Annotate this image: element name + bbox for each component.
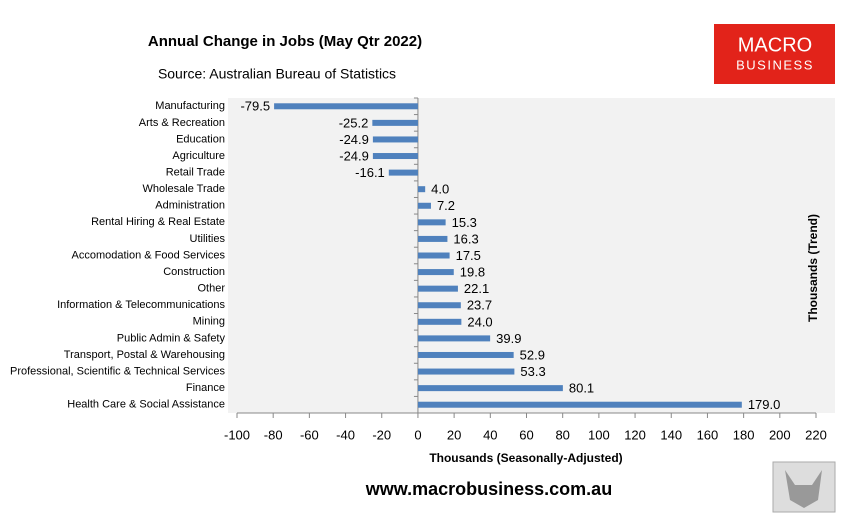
- bar: [417, 318, 462, 325]
- y-tick-label: Accomodation & Food Services: [72, 249, 226, 261]
- bar: [274, 103, 418, 110]
- y-tick-label: Arts & Recreation: [139, 117, 225, 129]
- data-label: 7.2: [437, 198, 455, 213]
- y-axis-label: Thousands (Trend): [806, 214, 820, 322]
- x-tick-label: -80: [264, 427, 283, 442]
- data-label: 179.0: [748, 397, 781, 412]
- data-label: 24.0: [467, 314, 492, 329]
- y-tick-label: Wholesale Trade: [142, 183, 225, 195]
- data-label: 17.5: [456, 248, 481, 263]
- x-tick-label: 40: [483, 427, 497, 442]
- wolf-icon: [785, 470, 822, 508]
- y-tick-label: Construction: [163, 266, 225, 278]
- bar: [417, 401, 742, 408]
- data-label: 23.7: [467, 298, 492, 313]
- x-tick-label: -20: [372, 427, 391, 442]
- data-label: -79.5: [240, 99, 270, 114]
- y-tick-label: Transport, Postal & Warehousing: [64, 349, 225, 361]
- x-tick-label: 140: [660, 427, 682, 442]
- bar: [417, 285, 458, 292]
- x-tick-label: 80: [555, 427, 569, 442]
- x-tick-label: 180: [733, 427, 755, 442]
- data-label: 19.8: [460, 265, 485, 280]
- x-tick-label: 220: [805, 427, 827, 442]
- bar: [417, 202, 431, 209]
- x-tick-label: 160: [697, 427, 719, 442]
- y-tick-label: Education: [176, 133, 225, 145]
- data-label: 53.3: [520, 364, 545, 379]
- data-label: -25.2: [339, 115, 369, 130]
- bar: [417, 219, 446, 226]
- y-tick-label: Mining: [193, 316, 225, 328]
- bar: [417, 302, 461, 309]
- chart-subtitle: Source: Australian Bureau of Statistics: [158, 66, 396, 82]
- x-tick-label: -40: [336, 427, 355, 442]
- y-tick-label: Retail Trade: [166, 167, 225, 179]
- bar: [417, 385, 563, 392]
- x-tick-label: 20: [447, 427, 461, 442]
- data-label: -24.9: [339, 148, 369, 163]
- bar: [417, 351, 514, 358]
- bar: [372, 153, 418, 160]
- x-tick-label: 100: [588, 427, 610, 442]
- y-tick-label: Manufacturing: [155, 100, 225, 112]
- y-tick-label: Health Care & Social Assistance: [67, 399, 225, 411]
- bar: [417, 235, 448, 242]
- y-tick-label: Finance: [186, 382, 225, 394]
- x-tick-label: 120: [624, 427, 646, 442]
- bar: [417, 252, 450, 259]
- x-tick-label: -60: [300, 427, 319, 442]
- data-label: 15.3: [452, 215, 477, 230]
- x-axis-label: Thousands (Seasonally-Adjusted): [429, 451, 622, 465]
- bar: [417, 368, 515, 375]
- y-tick-label: Public Admin & Safety: [117, 332, 226, 344]
- bar: [388, 169, 418, 176]
- data-label: 39.9: [496, 331, 521, 346]
- bar: [417, 186, 426, 193]
- logo-text: MACRO: [738, 34, 812, 56]
- x-tick-label: -100: [224, 427, 250, 442]
- data-label: 4.0: [431, 182, 449, 197]
- footer-url: www.macrobusiness.com.au: [365, 479, 612, 499]
- bar: [372, 119, 418, 126]
- logo-text: BUSINESS: [736, 57, 814, 72]
- y-tick-label: Agriculture: [172, 150, 225, 162]
- data-label: -16.1: [355, 165, 385, 180]
- y-tick-label: Other: [197, 283, 225, 295]
- data-label: 80.1: [569, 381, 594, 396]
- logo-box: [714, 24, 835, 84]
- data-label: 16.3: [453, 231, 478, 246]
- data-label: 22.1: [464, 281, 489, 296]
- y-tick-label: Professional, Scientific & Technical Ser…: [10, 365, 226, 377]
- chart-title: Annual Change in Jobs (May Qtr 2022): [148, 33, 422, 50]
- x-tick-label: 200: [769, 427, 791, 442]
- bar: [417, 335, 491, 342]
- y-tick-label: Administration: [155, 200, 225, 212]
- x-tick-label: 60: [519, 427, 533, 442]
- bar: [417, 269, 454, 276]
- y-tick-label: Utilities: [190, 233, 226, 245]
- bar: [372, 136, 418, 143]
- data-label: -24.9: [339, 132, 369, 147]
- y-tick-label: Information & Telecommunications: [57, 299, 225, 311]
- y-tick-label: Rental Hiring & Real Estate: [91, 216, 225, 228]
- x-tick-label: 0: [414, 427, 421, 442]
- data-label: 52.9: [520, 347, 545, 362]
- plot-background: [228, 98, 835, 413]
